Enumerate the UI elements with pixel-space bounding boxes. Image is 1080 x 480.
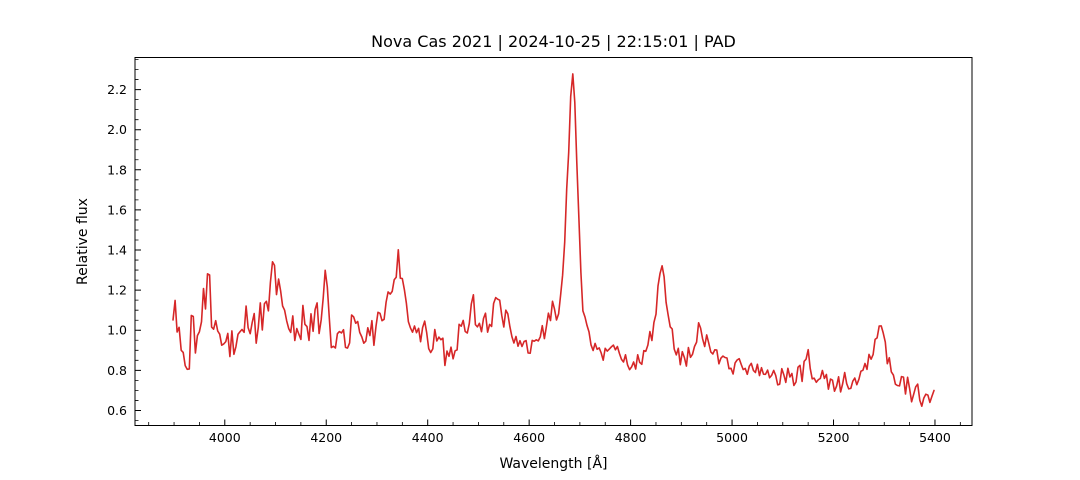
chart-title: Nova Cas 2021 | 2024-10-25 | 22:15:01 | … — [371, 32, 736, 51]
y-tick-label: 1.8 — [107, 162, 127, 177]
major-ticks — [135, 89, 936, 426]
y-tick-label: 0.6 — [107, 403, 127, 418]
y-tick-label: 0.8 — [107, 363, 127, 378]
x-tick-label: 4000 — [209, 430, 241, 445]
plot-border — [134, 57, 973, 426]
x-tick-labels: 4000 4200 4400 4600 4800 5000 5200 5400 — [209, 430, 951, 445]
minor-ticks — [135, 59, 961, 426]
x-tick-label: 5400 — [919, 430, 951, 445]
y-tick-label: 2.2 — [107, 82, 127, 97]
x-tick-label: 4800 — [615, 430, 647, 445]
y-tick-label: 1.6 — [107, 202, 127, 217]
x-tick-label: 5200 — [818, 430, 850, 445]
x-tick-label: 4600 — [513, 430, 545, 445]
y-tick-labels: 0.6 0.8 1.0 1.2 1.4 1.6 1.8 2.0 2.2 — [107, 82, 127, 418]
y-tick-label: 1.4 — [107, 243, 127, 258]
y-tick-label: 2.0 — [107, 122, 127, 137]
y-tick-label: 1.2 — [107, 283, 127, 298]
spectrum-line — [172, 73, 935, 408]
y-tick-label: 1.0 — [107, 323, 127, 338]
x-tick-label: 4400 — [412, 430, 444, 445]
x-tick-label: 4200 — [310, 430, 342, 445]
x-axis-label: Wavelength [Å] — [499, 455, 607, 472]
y-axis-label: Relative flux — [75, 198, 91, 285]
x-tick-label: 5000 — [716, 430, 748, 445]
